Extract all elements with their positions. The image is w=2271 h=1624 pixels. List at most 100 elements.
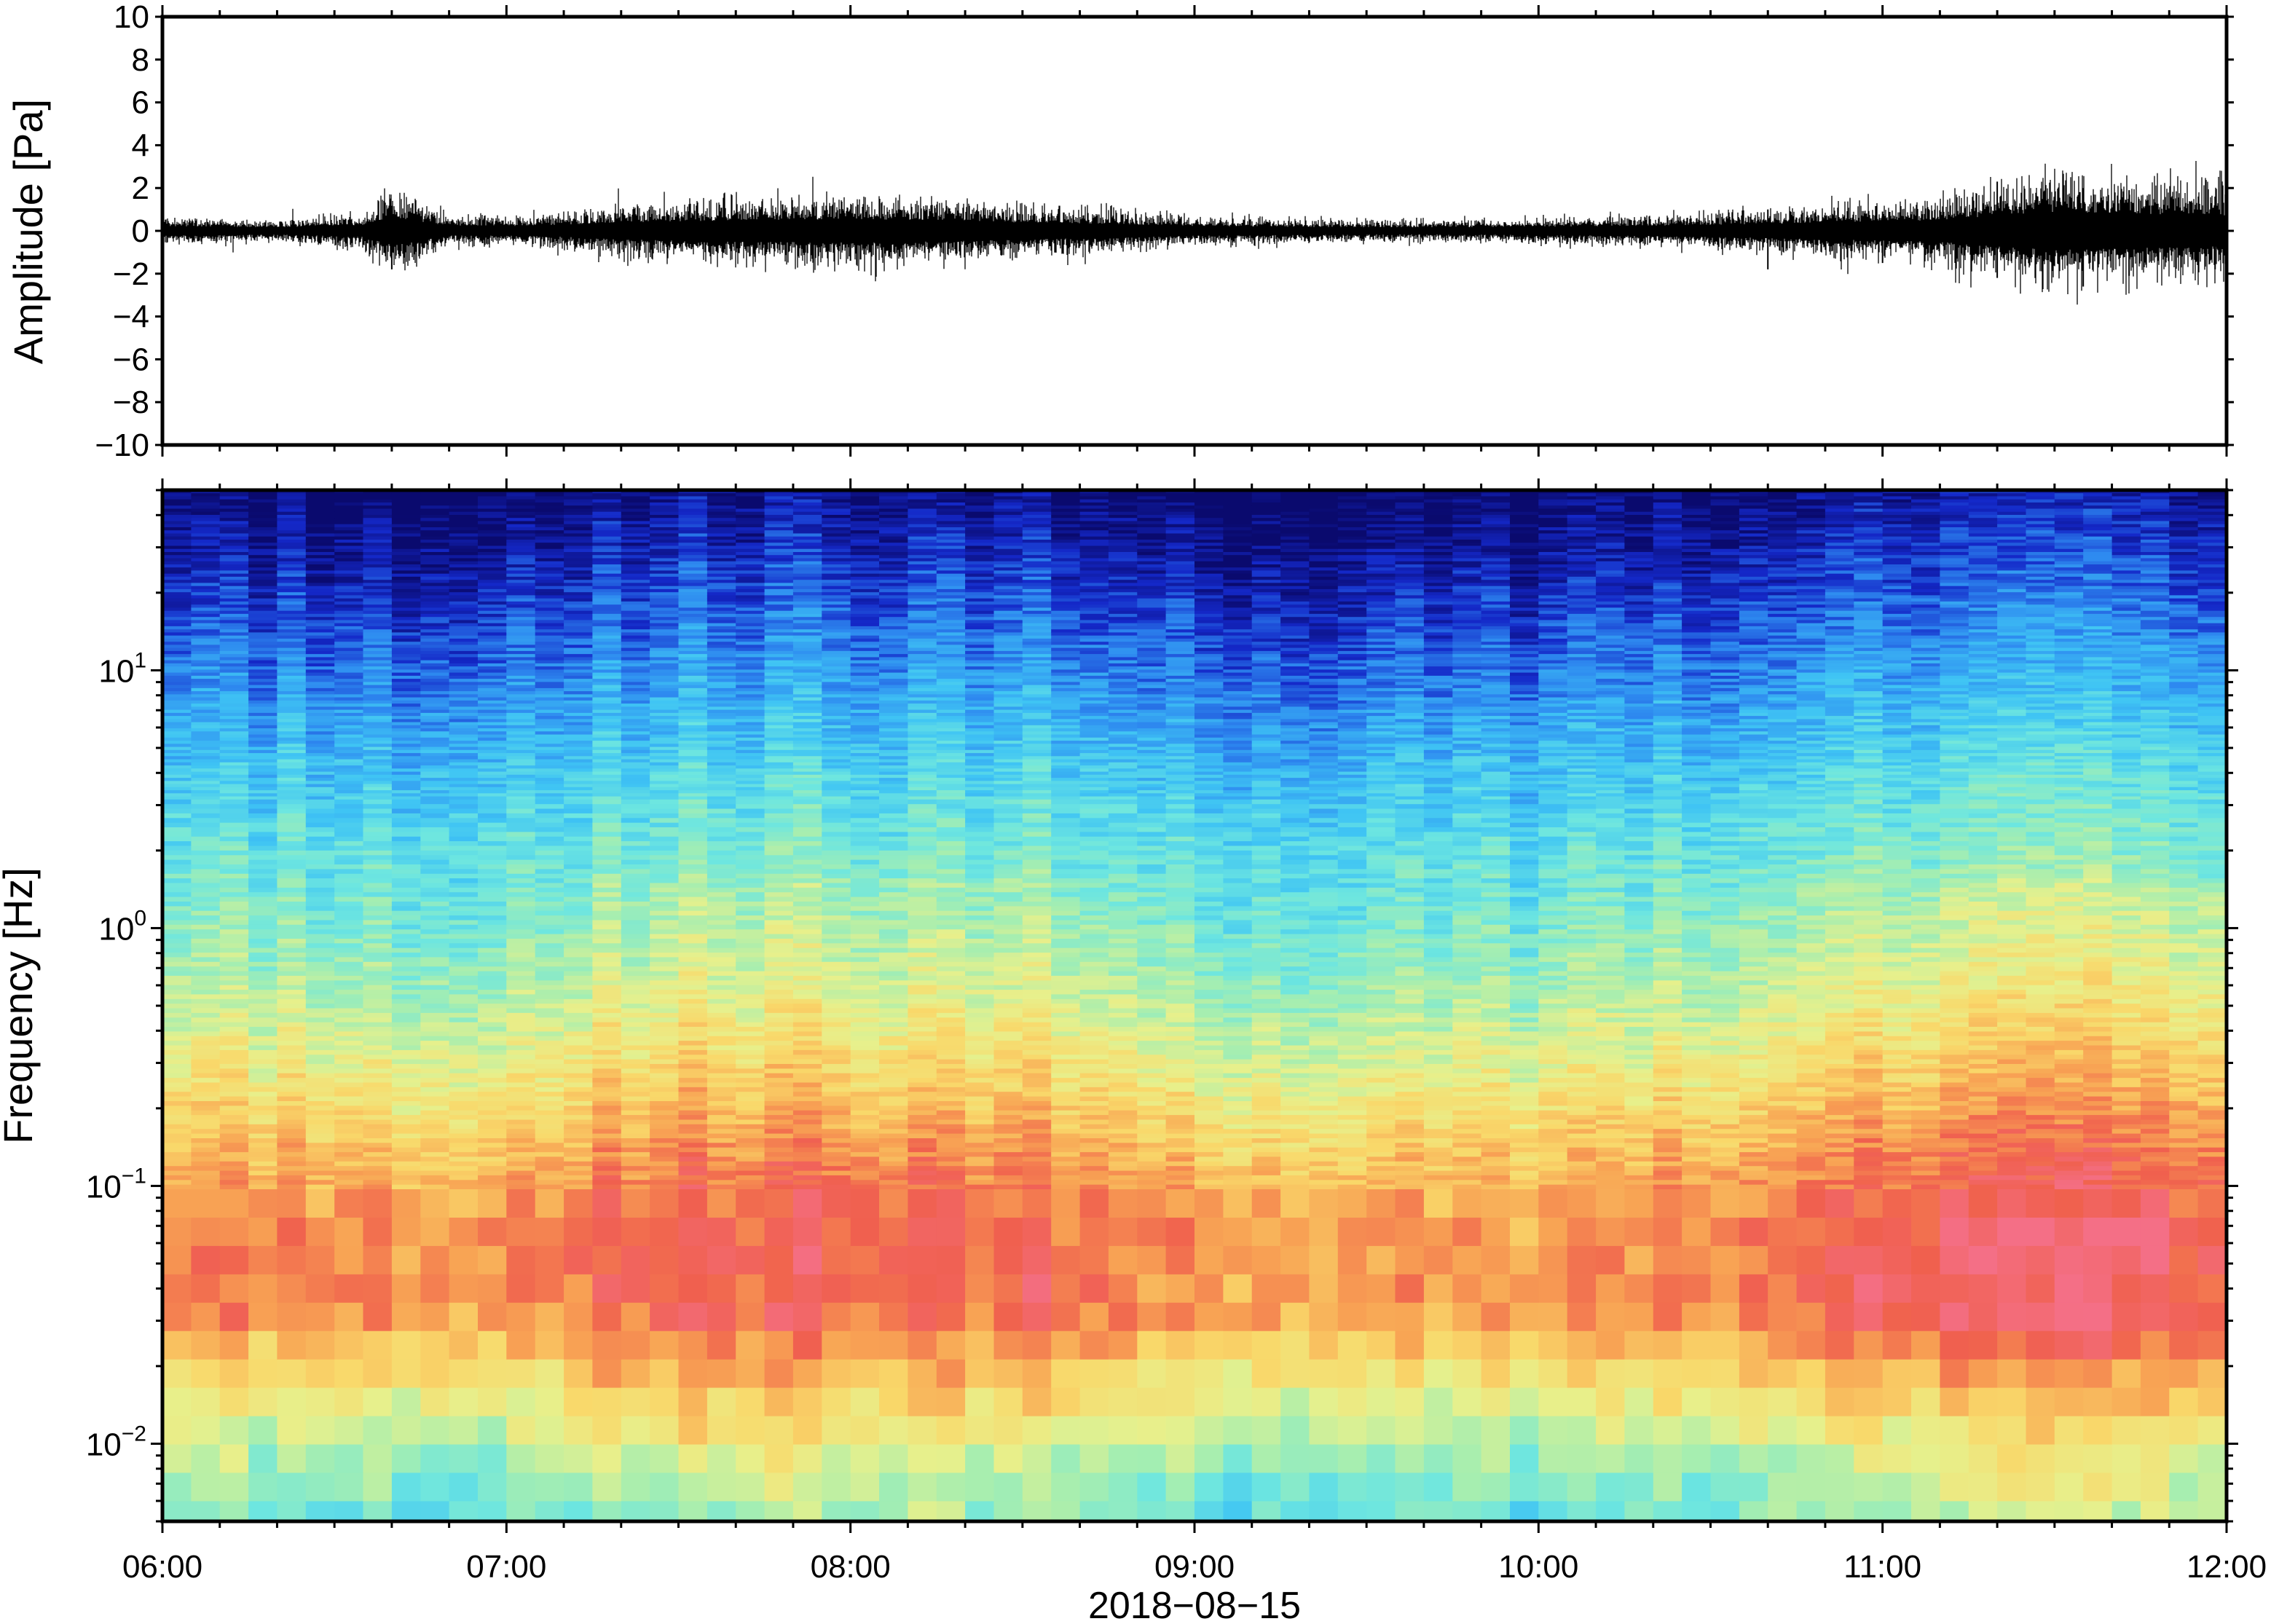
spectrogram-cell — [191, 1119, 221, 1125]
spectrogram-cell — [334, 620, 364, 624]
spectrogram-cell — [506, 607, 536, 612]
spectrogram-cell — [162, 1387, 192, 1417]
spectrogram-cell — [277, 645, 307, 649]
spectrogram-cell — [478, 1501, 507, 1522]
spectrogram-cell — [305, 496, 335, 500]
spectrogram-cell — [305, 511, 335, 516]
spectrogram-cell — [592, 1156, 622, 1162]
spectrogram-cell — [305, 558, 335, 562]
spectrogram-cell — [535, 716, 564, 720]
spectrogram-cell — [219, 994, 249, 1000]
spectrogram-cell — [822, 1143, 851, 1148]
spectrogram-cell — [334, 613, 364, 618]
spectrogram-cell — [678, 799, 708, 805]
spectrogram-cell — [334, 1022, 364, 1028]
spectrogram-cell — [592, 765, 622, 769]
spectrogram-cell — [162, 818, 192, 824]
spectrogram-cell — [248, 906, 278, 912]
spectrogram-cell — [162, 647, 192, 652]
spectrogram-cell — [621, 657, 650, 661]
spectrogram-cell — [822, 511, 851, 516]
spectrogram-cell — [363, 1245, 393, 1275]
spectrogram-cell — [191, 1473, 221, 1502]
spectrogram-cell — [449, 878, 479, 884]
spectrogram-cell — [305, 567, 335, 571]
spectrogram-cell — [191, 768, 221, 773]
spectrogram-cell — [162, 511, 192, 516]
spectrogram-cell — [420, 762, 450, 766]
spectrogram-cell — [363, 734, 393, 738]
spectrogram-cell — [822, 1119, 851, 1125]
spectrogram-cell — [764, 836, 794, 842]
spectrogram-cell — [535, 586, 564, 590]
spectrogram-cell — [707, 883, 736, 888]
spectrogram-cell — [449, 910, 479, 916]
spectrogram-cell — [736, 595, 765, 599]
spectrogram-cell — [248, 771, 278, 776]
spectrogram-cell — [592, 841, 622, 847]
spectrogram-cell — [707, 515, 736, 519]
spectrogram-cell — [736, 1147, 765, 1153]
spectrogram-cell — [564, 864, 594, 870]
spectrogram-cell — [162, 1049, 192, 1055]
spectrogram-cell — [535, 620, 564, 624]
spectrogram-cell — [650, 691, 680, 695]
spectrogram-cell — [736, 654, 765, 658]
spectrogram-cell — [334, 580, 364, 583]
spectrogram-cell — [219, 697, 249, 701]
spectrogram-cell — [822, 709, 851, 714]
spectrogram-cell — [592, 536, 622, 540]
spectrogram-cell — [162, 1068, 192, 1074]
spectrogram-cell — [650, 499, 680, 503]
spectrogram-cell — [621, 778, 650, 781]
spectrogram-cell — [621, 790, 650, 794]
spectrogram-cell — [764, 669, 794, 674]
spectrogram-cell — [305, 961, 335, 967]
spectrogram-cell — [707, 845, 736, 851]
spectrogram-cell — [506, 1156, 536, 1162]
spectrogram-cell — [191, 1105, 221, 1111]
spectrogram-cell — [219, 601, 249, 605]
spectrogram-cell — [363, 784, 393, 788]
spectrogram-cell — [792, 836, 822, 842]
spectrogram-cell — [334, 1152, 364, 1158]
spectrogram-cell — [305, 623, 335, 627]
spectrogram-cell — [305, 804, 335, 810]
spectrogram-cell — [162, 521, 192, 525]
spectrogram-cell — [650, 638, 680, 642]
spectrogram-cell — [162, 804, 192, 810]
spectrogram-cell — [420, 552, 450, 556]
spectrogram-cell — [363, 508, 393, 513]
spectrogram-cell — [191, 787, 221, 791]
spectrogram-cell — [305, 1105, 335, 1111]
spectrogram-cell — [506, 620, 536, 624]
spectrogram-cell — [478, 573, 507, 578]
spectrogram-cell — [564, 771, 594, 776]
spectrogram-cell — [792, 561, 822, 565]
spectrogram-cell — [707, 580, 736, 583]
spectrogram-cell — [736, 924, 765, 930]
spectrogram-cell — [564, 902, 594, 907]
spectrogram-cell — [850, 499, 880, 503]
spectrogram-cell — [564, 947, 594, 953]
spectrogram-cell — [764, 502, 794, 506]
spectrogram-cell — [535, 548, 564, 553]
spectrogram-cell — [334, 548, 364, 553]
spectrogram-cell — [248, 592, 278, 596]
spectrogram-cell — [621, 1175, 650, 1180]
spectrogram-cell — [277, 521, 307, 525]
spectrogram-cell — [792, 601, 822, 605]
spectrogram-cell — [391, 697, 421, 701]
spectrogram-cell — [736, 883, 765, 888]
spectrogram-cell — [764, 697, 794, 701]
spectrogram-cell — [162, 902, 192, 907]
spectrogram-cell — [191, 990, 221, 996]
spectrogram-cell — [449, 1110, 479, 1116]
spectrogram-cell — [305, 836, 335, 842]
spectrogram-cell — [391, 1274, 421, 1304]
spectrogram-cell — [678, 1115, 708, 1121]
spectrogram-cell — [592, 1138, 622, 1143]
spectrogram-cell — [792, 1119, 822, 1125]
spectrogram-cell — [678, 906, 708, 912]
spectrogram-cell — [334, 1055, 364, 1060]
